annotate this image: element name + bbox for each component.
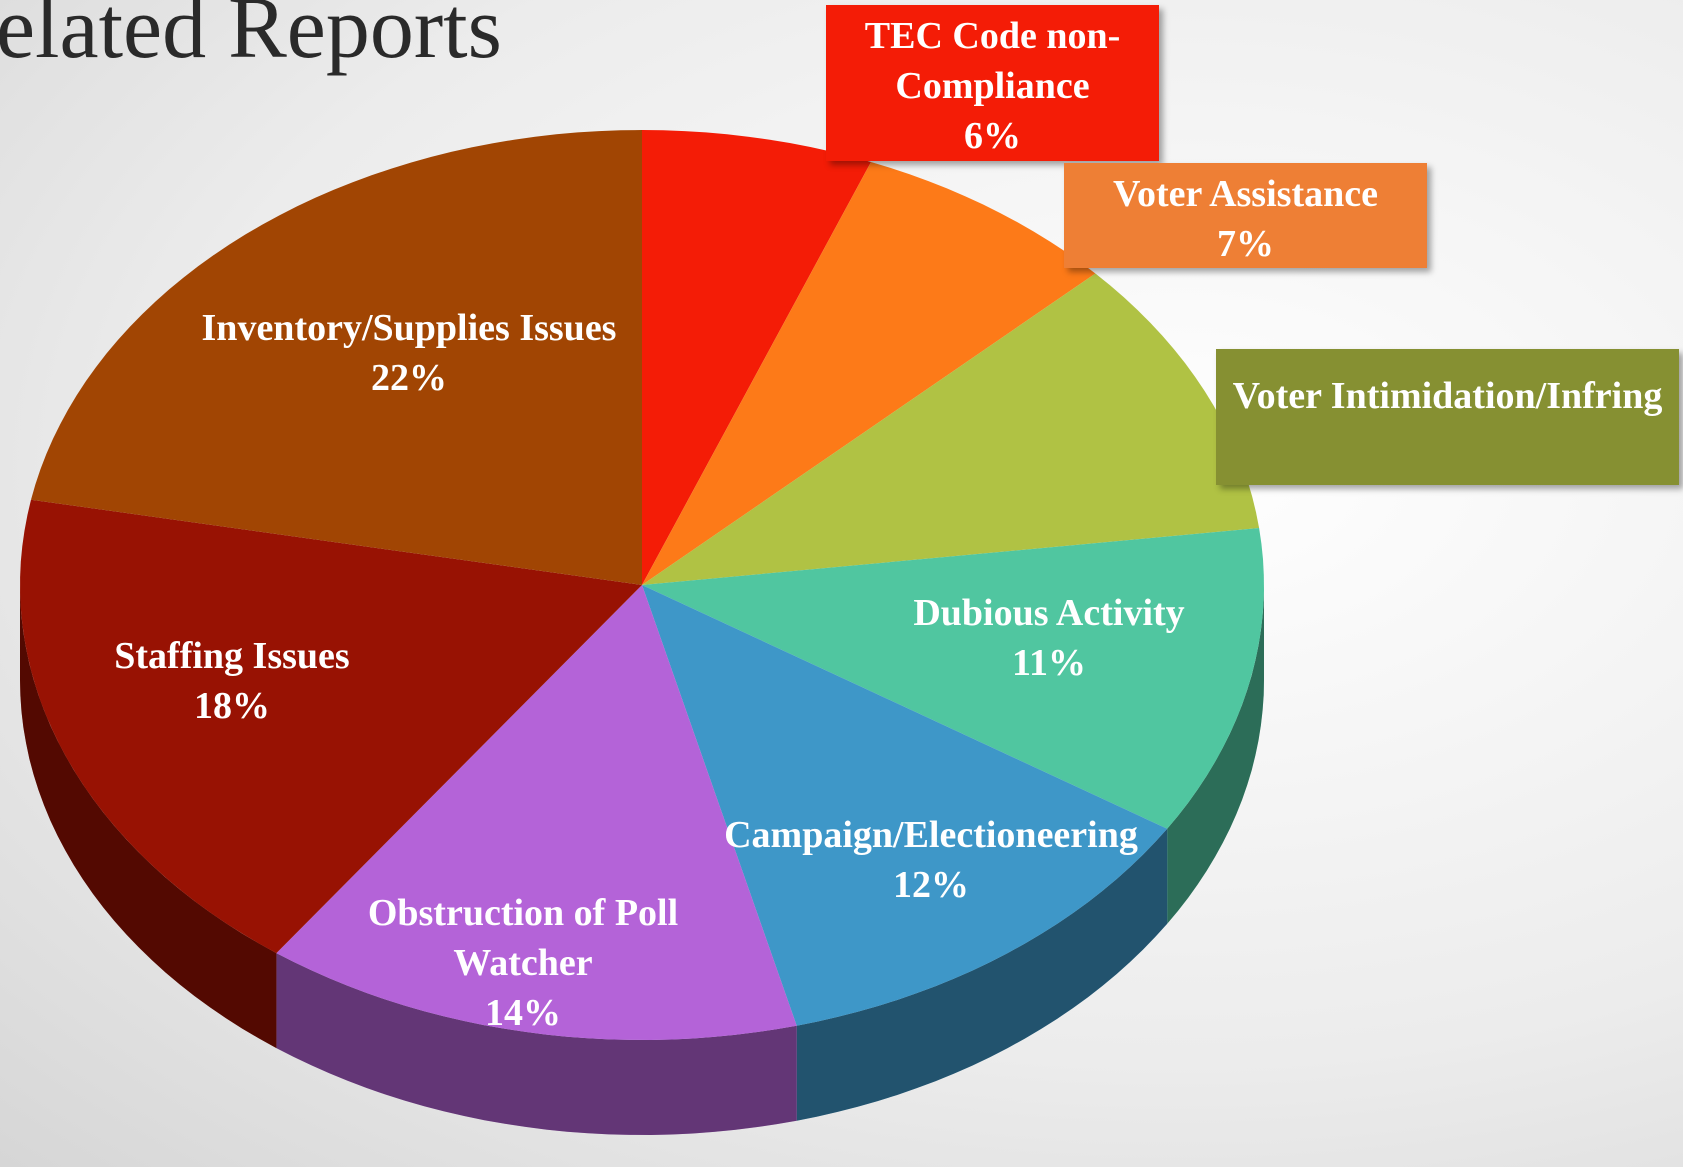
slice: [642, 130, 871, 585]
slice-side: [20, 585, 277, 1049]
value-label: 14%: [485, 992, 561, 1034]
slice-label: Voter Intimidation/Infring: [1216, 349, 1679, 485]
slice-label: Voter Assistance 7%: [1064, 163, 1427, 268]
slice-label: Inventory/Supplies Issues 22%: [199, 303, 619, 403]
slice-label: Obstruction of Poll Watcher 14%: [318, 888, 728, 1038]
value-label: 11%: [1012, 642, 1086, 684]
category-label: Inventory/Supplies Issues: [201, 307, 617, 349]
category-label: Staffing Issues: [114, 635, 350, 677]
slice-side-shade: [276, 953, 797, 1135]
slice: [642, 528, 1264, 829]
slice-side-shade: [1167, 585, 1264, 924]
slice-label: Campaign/Electioneering 12%: [711, 810, 1151, 910]
slice-side-shade: [20, 585, 277, 1049]
category-label: Dubious Activity: [913, 592, 1185, 634]
value-label: 6%: [964, 115, 1021, 157]
slice-side: [796, 828, 1168, 1121]
category-label: Voter Assistance: [1113, 173, 1378, 215]
slice: [642, 273, 1260, 585]
slice: [31, 130, 642, 585]
value-label: 12%: [893, 864, 969, 906]
value-label: 22%: [371, 357, 447, 399]
category-label: Obstruction of Poll Watcher: [367, 892, 679, 984]
slice: [642, 585, 1168, 1026]
slice: [20, 499, 643, 954]
slice: [276, 585, 797, 1040]
value-label: 7%: [1217, 223, 1274, 265]
slice-label: TEC Code non-Compliance 6%: [826, 5, 1159, 161]
value-label: 18%: [194, 685, 270, 727]
slice-side: [276, 953, 797, 1135]
category-label: Voter Intimidation/Infring: [1232, 375, 1663, 417]
slice-label: Dubious Activity 11%: [866, 588, 1232, 688]
category-label: Campaign/Electioneering: [724, 814, 1138, 856]
category-label: TEC Code non-Compliance: [864, 15, 1121, 107]
slice: [642, 162, 1096, 585]
slide-title: elated Reports: [0, 0, 502, 77]
slice-side: [1167, 585, 1264, 924]
slice-label: Staffing Issues 18%: [72, 631, 392, 731]
slice-side-shade: [796, 828, 1168, 1121]
